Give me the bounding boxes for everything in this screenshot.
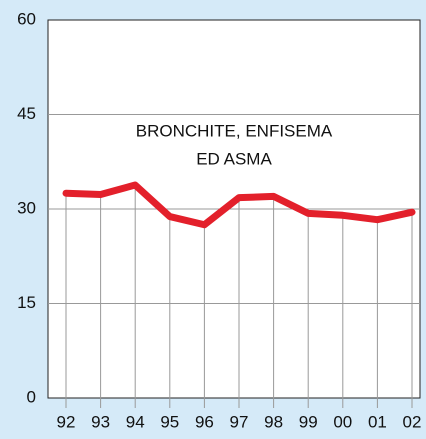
y-tick-label: 45: [17, 104, 36, 123]
data-line: [62, 181, 416, 229]
y-tick-label: 30: [17, 198, 36, 217]
y-tick-label: 60: [17, 9, 36, 28]
x-tick-label: 93: [91, 412, 110, 431]
x-tick-label: 97: [230, 412, 249, 431]
x-tick-label: 96: [195, 412, 214, 431]
x-tick-label: 02: [403, 412, 422, 431]
x-tick-label: 00: [333, 412, 352, 431]
x-tick-label: 01: [368, 412, 387, 431]
y-tick-label: 0: [27, 387, 36, 406]
x-tick-label: 95: [160, 412, 179, 431]
x-tick-label: 94: [126, 412, 145, 431]
y-tick-label: 15: [17, 293, 36, 312]
x-tick-label: 98: [264, 412, 283, 431]
annotation: BRONCHITE, ENFISEMA: [136, 121, 333, 140]
x-tick-label: 92: [57, 412, 76, 431]
x-tick-label: 99: [299, 412, 318, 431]
annotation: ED ASMA: [196, 149, 272, 168]
